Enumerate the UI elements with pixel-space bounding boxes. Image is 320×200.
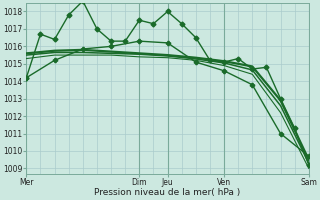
X-axis label: Pression niveau de la mer( hPa ): Pression niveau de la mer( hPa ) [94, 188, 241, 197]
